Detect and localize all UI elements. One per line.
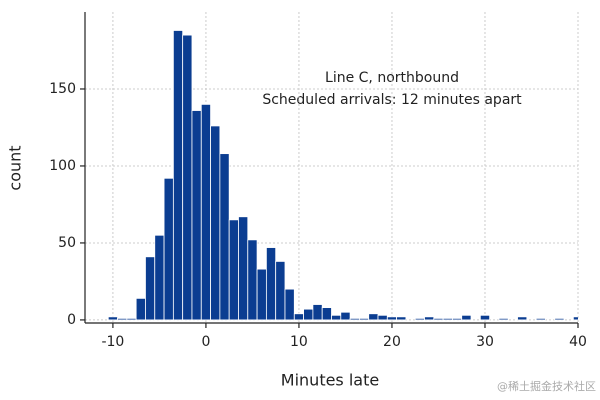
- bar: [321, 307, 332, 321]
- bar: [452, 317, 463, 321]
- bar: [117, 317, 128, 321]
- bar: [247, 239, 258, 321]
- bar: [284, 288, 295, 321]
- bar: [293, 313, 304, 321]
- x-tick-label: 20: [383, 334, 401, 350]
- bar: [414, 317, 425, 321]
- y-tick-label: 50: [58, 235, 76, 251]
- bar: [535, 317, 546, 321]
- bar: [377, 314, 388, 321]
- bar: [219, 153, 230, 321]
- bar: [386, 316, 398, 321]
- bar: [554, 317, 565, 321]
- bar: [442, 317, 453, 321]
- bar: [479, 314, 491, 321]
- bar: [461, 314, 472, 321]
- bar: [349, 317, 360, 321]
- bar: [265, 247, 277, 321]
- bar: [154, 234, 165, 321]
- bar: [256, 268, 267, 321]
- y-tick-label: 100: [49, 158, 76, 174]
- bar: [228, 219, 239, 321]
- bar: [275, 261, 286, 321]
- bar: [572, 316, 578, 321]
- x-tick-label: -10: [101, 334, 124, 350]
- bar: [368, 313, 379, 321]
- bar: [126, 317, 137, 321]
- x-axis-label: Minutes late: [281, 371, 379, 390]
- bar: [200, 103, 211, 321]
- watermark: @稀土掘金技术社区: [497, 379, 596, 393]
- x-tick-label: 10: [290, 334, 308, 350]
- bar: [135, 297, 146, 321]
- bar: [172, 30, 184, 321]
- bar: [359, 317, 370, 321]
- bar: [191, 110, 202, 321]
- x-tick-label: 40: [569, 334, 587, 350]
- bar: [396, 316, 407, 321]
- bar: [331, 314, 342, 321]
- bar: [312, 304, 323, 321]
- bar: [238, 216, 249, 321]
- bar: [145, 256, 156, 321]
- bar: [433, 317, 444, 321]
- bar: [182, 34, 193, 321]
- bar: [498, 317, 509, 321]
- bar: [163, 177, 174, 321]
- y-tick-label: 0: [67, 312, 76, 328]
- y-tick-label: 150: [49, 81, 76, 97]
- bar: [517, 316, 528, 321]
- x-tick-label: 0: [201, 334, 210, 350]
- bars: [107, 30, 578, 321]
- bar: [340, 311, 351, 321]
- bar: [424, 316, 435, 321]
- bar: [303, 308, 314, 321]
- x-tick-label: 30: [476, 334, 494, 350]
- bar: [107, 316, 118, 321]
- y-axis-label: count: [6, 145, 25, 190]
- bar: [210, 125, 221, 321]
